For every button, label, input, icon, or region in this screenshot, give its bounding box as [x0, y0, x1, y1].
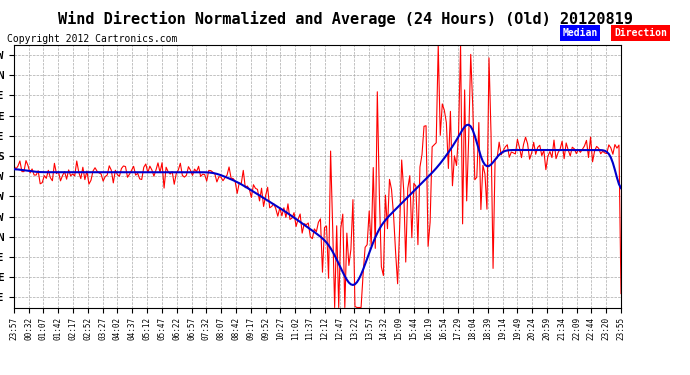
- Text: Direction: Direction: [614, 28, 667, 38]
- Text: Wind Direction Normalized and Average (24 Hours) (Old) 20120819: Wind Direction Normalized and Average (2…: [57, 11, 633, 27]
- Text: Median: Median: [562, 28, 598, 38]
- Text: Copyright 2012 Cartronics.com: Copyright 2012 Cartronics.com: [7, 34, 177, 44]
